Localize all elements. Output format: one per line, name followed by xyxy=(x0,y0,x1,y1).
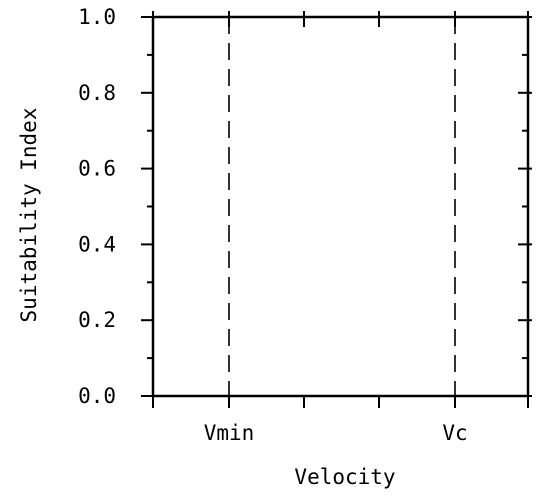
y-axis-title: Suitability Index xyxy=(17,108,41,323)
y-tick-label: 0.0 xyxy=(78,384,116,408)
reference-lines xyxy=(228,17,456,396)
x-axis-title: Velocity xyxy=(294,465,395,489)
x-tick-label-vmin: Vmin xyxy=(204,421,255,445)
y-tick-label: 0.6 xyxy=(78,157,116,181)
y-tick-label: 1.0 xyxy=(78,5,116,29)
y-tick-label: 0.4 xyxy=(78,232,116,256)
y-tick-label: 0.8 xyxy=(78,81,116,105)
x-tick-labels: Vmin Vc xyxy=(204,421,468,445)
y-tick-labels: 0.0 0.2 0.4 0.6 0.8 1.0 xyxy=(78,5,116,408)
plot-frame xyxy=(151,15,530,398)
y-tick-label: 0.2 xyxy=(78,308,116,332)
tick-marks xyxy=(141,11,532,408)
x-tick-label-vc: Vc xyxy=(442,421,467,445)
